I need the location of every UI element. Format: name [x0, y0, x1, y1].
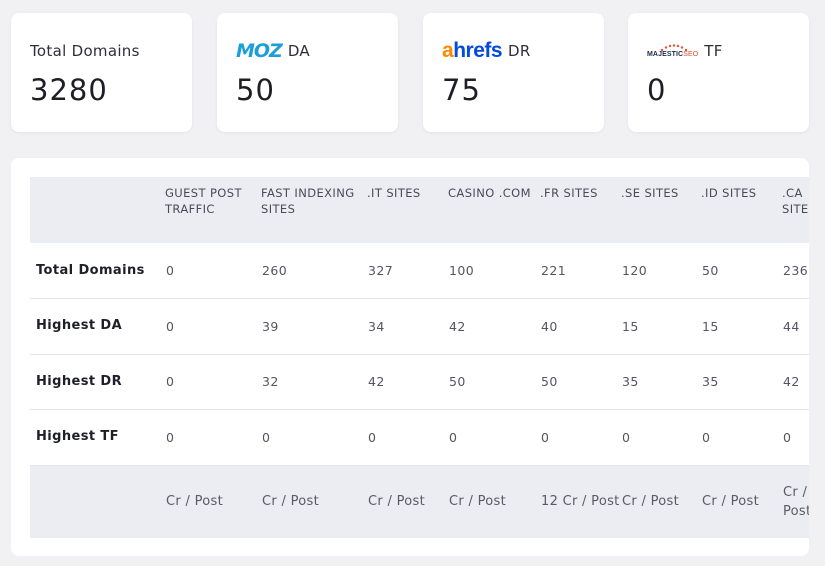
table-cell: 40	[541, 318, 558, 334]
table-cell: 50	[449, 374, 466, 390]
price-row: Cr / Post Cr / Post Cr / Post Cr / Post …	[30, 465, 809, 538]
header-id-sites: .ID SITES	[701, 186, 757, 200]
table-cell: 42	[783, 374, 800, 390]
moz-logo: MOZ	[236, 40, 283, 62]
row-label: Highest DR	[36, 373, 122, 389]
header-fast-indexing-sites: FAST INDEXING SITES	[261, 186, 355, 216]
table-cell: 236	[783, 263, 809, 278]
majestic-tf-value: 0	[647, 73, 667, 107]
table-cell: 221	[541, 263, 567, 278]
table-cell: 0	[783, 429, 792, 445]
moz-da-label: DA	[287, 42, 310, 60]
price-label-empty	[30, 465, 165, 538]
table-cell: 32	[262, 374, 279, 390]
ahrefs-dr-label: DR	[508, 42, 531, 60]
header-empty	[30, 177, 165, 243]
header-guest-post-traffic: GUEST POST TRAFFIC	[165, 186, 242, 216]
majestic-dots-icon	[660, 44, 687, 51]
price-cell: Cr / Post	[166, 494, 223, 510]
domains-table-panel: GUEST POST TRAFFIC FAST INDEXING SITES .…	[11, 158, 809, 556]
row-label: Highest TF	[36, 429, 119, 445]
ahrefs-logo: ahrefs	[442, 39, 503, 62]
table-row: Highest DR 0 32 42 50 50 35 35 42	[30, 354, 809, 410]
majestic-logo: MAJESTICSEO	[647, 44, 698, 58]
table-cell: 327	[368, 263, 394, 278]
table-cell: 0	[166, 429, 175, 445]
table-cell: 42	[449, 318, 466, 334]
header-se-sites: .SE SITES	[621, 186, 679, 200]
table-cell: 35	[622, 374, 639, 390]
table-row: Highest TF 0 0 0 0 0 0 0 0	[30, 410, 809, 465]
price-cell: Cr / Post	[449, 494, 506, 510]
header-ca-sites: .CA SITES	[782, 186, 809, 216]
table-cell: 39	[262, 318, 279, 334]
moz-da-card: MOZ DA 50	[217, 13, 398, 132]
row-label: Total Domains	[36, 262, 145, 278]
table-cell: 0	[166, 374, 175, 390]
table-cell: 42	[368, 374, 385, 390]
table-cell: 15	[702, 318, 719, 334]
table-cell: 0	[449, 429, 458, 445]
header-it-sites: .IT SITES	[367, 186, 421, 200]
table-cell: 34	[368, 318, 385, 334]
table-cell: 0	[622, 429, 631, 445]
table-cell: 50	[702, 263, 719, 278]
table-row: Total Domains 0 260 327 100 221 120 50 2…	[30, 243, 809, 299]
price-cell: Cr / Post	[622, 494, 679, 510]
domains-table: GUEST POST TRAFFIC FAST INDEXING SITES .…	[30, 177, 809, 538]
header-casino-com: CASINO .COM	[448, 186, 531, 200]
price-cell: Cr / Post	[262, 494, 319, 510]
table-cell: 260	[262, 263, 288, 278]
price-cell: 12 Cr / Post	[541, 494, 620, 510]
price-cell: Cr / Post	[368, 494, 425, 510]
ahrefs-dr-value: 75	[442, 73, 481, 107]
table-header-row: GUEST POST TRAFFIC FAST INDEXING SITES .…	[30, 177, 809, 243]
table-row: Highest DA 0 39 34 42 40 15 15 44	[30, 299, 809, 354]
table-cell: 0	[166, 318, 175, 334]
price-cell: Cr / Post	[702, 494, 759, 510]
table-cell: 0	[702, 429, 711, 445]
table-cell: 120	[622, 263, 648, 278]
table-cell: 44	[783, 318, 800, 334]
majestic-tf-label: TF	[704, 42, 723, 60]
row-label: Highest DA	[36, 318, 123, 334]
total-domains-card: Total Domains 3280	[11, 13, 192, 132]
total-domains-value: 3280	[30, 73, 108, 107]
price-cell: Cr / Post	[783, 484, 809, 519]
majestic-tf-card: MAJESTICSEO TF 0	[628, 13, 809, 132]
table-cell: 0	[368, 429, 377, 445]
table-cell: 100	[449, 263, 475, 278]
total-domains-label: Total Domains	[30, 42, 140, 60]
ahrefs-dr-card: ahrefs DR 75	[423, 13, 604, 132]
moz-da-value: 50	[236, 73, 275, 107]
header-fr-sites: .FR SITES	[540, 186, 598, 200]
table-cell: 35	[702, 374, 719, 390]
table-cell: 0	[166, 263, 175, 278]
table-cell: 15	[622, 318, 639, 334]
table-cell: 50	[541, 374, 558, 390]
table-cell: 0	[262, 429, 271, 445]
table-cell: 0	[541, 429, 550, 445]
